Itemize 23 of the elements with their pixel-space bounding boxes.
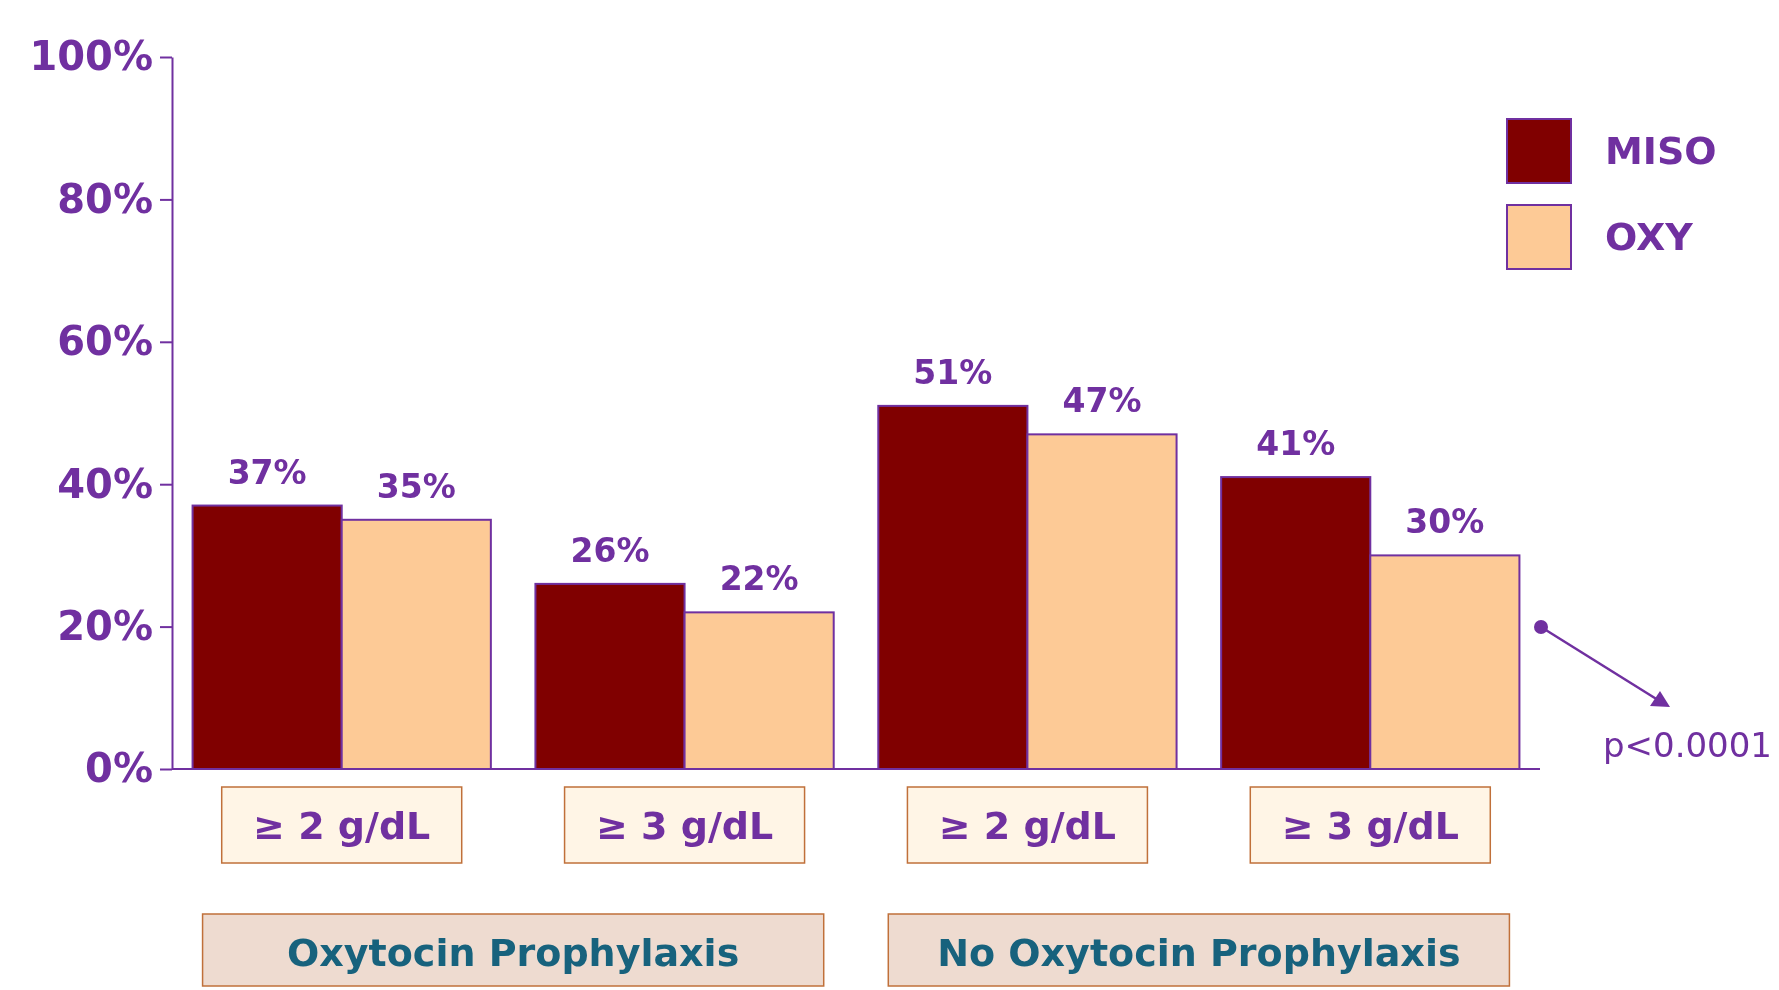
data-label: 22% — [719, 559, 799, 599]
data-label: 51% — [913, 352, 993, 392]
data-label: 26% — [570, 530, 650, 570]
y-tick-label: 100% — [29, 33, 153, 80]
legend-label: MISO — [1605, 129, 1717, 173]
x-tick-label: ≥ 3 g/dL — [595, 804, 774, 848]
y-tick-label: 0% — [85, 745, 153, 792]
y-tick-label: 80% — [57, 175, 153, 222]
legend-label: OXY — [1605, 215, 1694, 259]
data-label: 35% — [376, 466, 456, 506]
text: p<0.0001 — [1602, 725, 1772, 765]
data-label: 47% — [1062, 381, 1142, 421]
data-label: 41% — [1256, 424, 1336, 464]
y-tick-label: 20% — [57, 602, 153, 649]
y-tick-label: 40% — [57, 460, 153, 507]
text: No Oxytocin Prophylaxis — [937, 931, 1461, 975]
x-tick-label: ≥ 3 g/dL — [1281, 804, 1459, 848]
y-tick-label: 60% — [57, 318, 153, 365]
x-tick-label: ≥ 2 g/dL — [253, 804, 431, 848]
x-tick-label: ≥ 2 g/dL — [938, 804, 1117, 848]
text: Oxytocin Prophylaxis — [287, 931, 740, 975]
data-label: 37% — [227, 452, 307, 492]
data-label: 30% — [1405, 502, 1485, 542]
